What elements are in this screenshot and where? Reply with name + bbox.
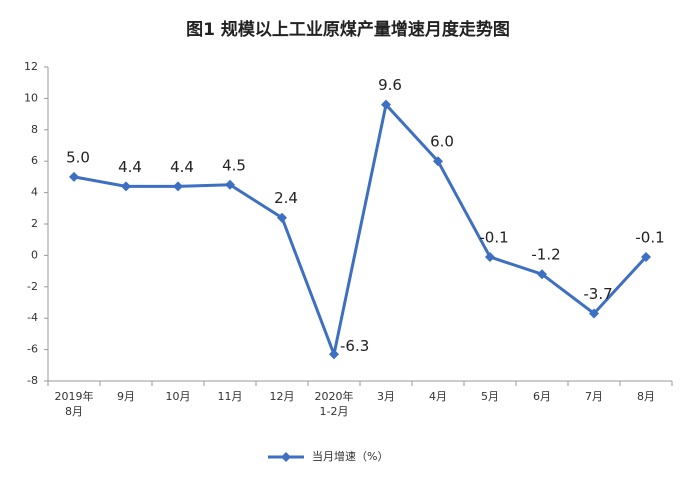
- marker: [121, 181, 131, 192]
- value-label: -0.1: [635, 228, 664, 246]
- x-tick-label: 8月: [637, 390, 655, 403]
- marker: [641, 251, 651, 262]
- value-label: 2.4: [274, 189, 298, 207]
- marker: [225, 179, 235, 190]
- y-tick-label: -2: [27, 280, 38, 293]
- y-tick-label: 8: [31, 123, 38, 136]
- value-label: -0.1: [479, 228, 508, 246]
- y-tick-label: 10: [24, 91, 38, 104]
- marker: [485, 251, 495, 262]
- value-label: 9.6: [378, 76, 402, 94]
- value-label: -3.7: [583, 285, 612, 303]
- value-label: -6.3: [340, 337, 369, 355]
- y-tick-label: 0: [31, 248, 38, 261]
- x-tick-label: 3月: [377, 390, 395, 403]
- x-tick-label: 7月: [585, 390, 603, 403]
- value-label: 6.0: [430, 133, 454, 151]
- x-tick-label: 2020年 1-2月: [315, 389, 354, 418]
- x-tick-label: 5月: [481, 390, 499, 403]
- marker: [69, 171, 79, 182]
- value-label: 4.4: [118, 158, 142, 176]
- chart-title: 图1 规模以上工业原煤产量增速月度走势图: [186, 19, 510, 40]
- x-tick-label: 9月: [117, 390, 135, 403]
- y-tick-label: 2: [31, 217, 38, 230]
- marker: [173, 181, 183, 192]
- value-label: 5.0: [66, 148, 90, 166]
- value-label: 4.4: [170, 158, 194, 176]
- y-tick-label: 12: [24, 60, 38, 73]
- value-label: 4.5: [222, 156, 246, 174]
- marker: [433, 156, 443, 167]
- y-tick-label: 6: [31, 154, 38, 167]
- marker: [537, 269, 547, 280]
- value-label: -1.2: [531, 246, 560, 264]
- y-tick-label: -4: [27, 311, 38, 324]
- x-tick-label: 11月: [218, 390, 243, 403]
- marker: [381, 99, 391, 110]
- x-tick-label: 10月: [166, 390, 191, 403]
- legend-marker: [281, 452, 291, 462]
- x-tick-label: 2019年 8月: [55, 389, 94, 418]
- x-tick-label: 6月: [533, 390, 551, 403]
- y-tick-label: -6: [27, 343, 38, 356]
- x-tick-label: 12月: [270, 390, 295, 403]
- x-tick-label: 4月: [429, 390, 447, 403]
- line: [73, 101, 648, 360]
- y-tick-label: -8: [27, 374, 38, 387]
- marker: [329, 349, 339, 360]
- y-tick-label: 4: [31, 186, 38, 199]
- marker: [589, 308, 599, 319]
- legend-label: 当月增速（%）: [312, 449, 388, 463]
- marker: [277, 212, 287, 223]
